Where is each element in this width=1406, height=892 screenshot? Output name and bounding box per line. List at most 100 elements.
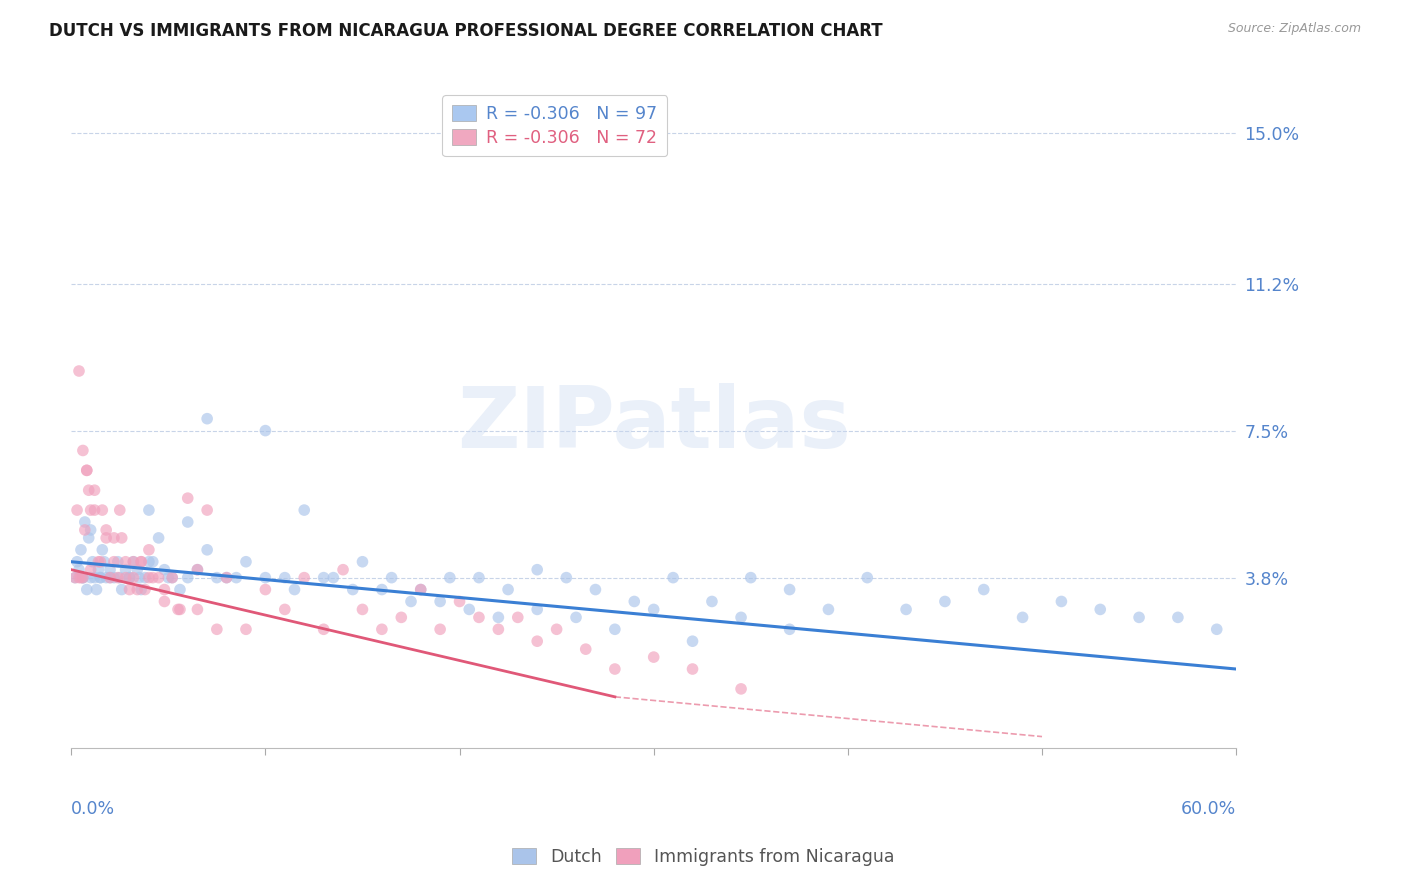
Point <box>458 602 481 616</box>
Point <box>205 571 228 585</box>
Point <box>429 622 451 636</box>
Point <box>205 622 228 636</box>
Point <box>195 542 218 557</box>
Point <box>730 681 752 696</box>
Point <box>76 582 98 597</box>
Point <box>77 483 100 498</box>
Point <box>148 531 170 545</box>
Point <box>111 582 134 597</box>
Point <box>342 582 364 597</box>
Point <box>389 610 412 624</box>
Point <box>118 571 141 585</box>
Point <box>93 555 115 569</box>
Point <box>730 610 752 624</box>
Point <box>186 602 208 616</box>
Point <box>169 582 191 597</box>
Point <box>111 531 134 545</box>
Point <box>118 582 141 597</box>
Point <box>79 523 101 537</box>
Point <box>96 531 118 545</box>
Point <box>409 582 432 597</box>
Point <box>167 602 190 616</box>
Point <box>122 555 145 569</box>
Point <box>89 571 111 585</box>
Point <box>195 503 218 517</box>
Point <box>1128 610 1150 624</box>
Point <box>89 571 111 585</box>
Point <box>118 571 141 585</box>
Point <box>856 571 879 585</box>
Point <box>103 555 125 569</box>
Point <box>186 563 208 577</box>
Text: ZIPatlas: ZIPatlas <box>457 383 851 466</box>
Point <box>225 571 247 585</box>
Point <box>623 594 645 608</box>
Point <box>122 571 145 585</box>
Point <box>114 563 136 577</box>
Point <box>526 634 548 648</box>
Text: 60.0%: 60.0% <box>1181 800 1236 818</box>
Point <box>643 602 665 616</box>
Point <box>72 443 94 458</box>
Point <box>1167 610 1189 624</box>
Point <box>817 602 839 616</box>
Point <box>1050 594 1073 608</box>
Point <box>322 571 344 585</box>
Point <box>79 563 101 577</box>
Point <box>129 555 152 569</box>
Point <box>142 555 165 569</box>
Text: Source: ZipAtlas.com: Source: ZipAtlas.com <box>1227 22 1361 36</box>
Point <box>643 650 665 665</box>
Point <box>73 515 96 529</box>
Point <box>160 571 183 585</box>
Point <box>86 582 108 597</box>
Point <box>67 571 90 585</box>
Point <box>1205 622 1227 636</box>
Point <box>79 503 101 517</box>
Point <box>103 531 125 545</box>
Point <box>72 571 94 585</box>
Point <box>312 571 335 585</box>
Point <box>114 571 136 585</box>
Point <box>312 622 335 636</box>
Point <box>77 531 100 545</box>
Point <box>603 622 626 636</box>
Point <box>575 642 598 657</box>
Point <box>128 571 150 585</box>
Text: 0.0%: 0.0% <box>72 800 115 818</box>
Point <box>934 594 956 608</box>
Point <box>546 622 568 636</box>
Point <box>91 503 114 517</box>
Point <box>96 571 118 585</box>
Point <box>79 571 101 585</box>
Point <box>103 571 125 585</box>
Point <box>274 602 297 616</box>
Point <box>254 571 277 585</box>
Point <box>274 571 297 585</box>
Point <box>76 463 98 477</box>
Point <box>662 571 685 585</box>
Point <box>138 571 160 585</box>
Point <box>129 555 152 569</box>
Point <box>399 594 422 608</box>
Point <box>352 555 374 569</box>
Point <box>468 571 491 585</box>
Point <box>894 602 917 616</box>
Point <box>107 571 129 585</box>
Point <box>526 563 548 577</box>
Point <box>142 571 165 585</box>
Point <box>565 610 588 624</box>
Legend: Dutch, Immigrants from Nicaragua: Dutch, Immigrants from Nicaragua <box>503 839 903 874</box>
Point <box>153 563 176 577</box>
Point <box>76 463 98 477</box>
Point <box>82 555 104 569</box>
Point <box>700 594 723 608</box>
Point <box>127 563 149 577</box>
Point <box>468 610 491 624</box>
Point <box>177 491 200 505</box>
Point <box>186 563 208 577</box>
Point <box>486 622 509 636</box>
Point <box>108 571 131 585</box>
Point <box>1011 610 1033 624</box>
Point <box>134 571 156 585</box>
